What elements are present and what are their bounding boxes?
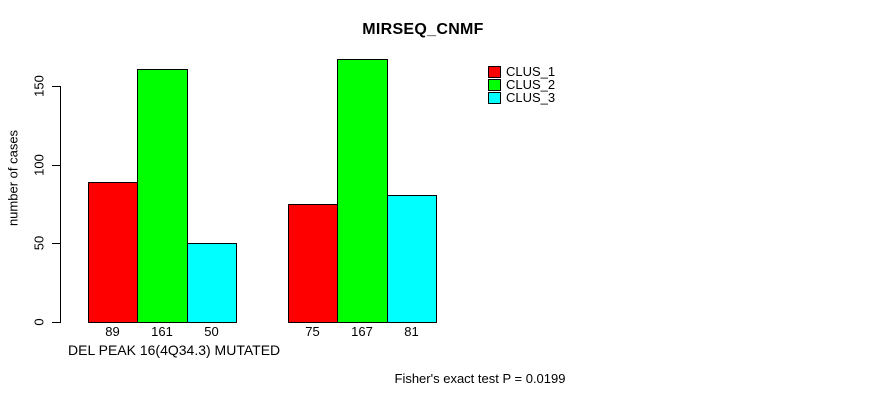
y-tick-mark <box>52 243 60 244</box>
bar-value-label: 75 <box>305 324 320 339</box>
bar-clus_2-group2 <box>337 59 388 323</box>
legend-label: CLUS_2 <box>506 77 556 92</box>
chart-title: MIRSEQ_CNMF <box>362 21 484 38</box>
bar-clus_3-group2 <box>387 195 437 323</box>
y-tick-mark <box>52 86 60 87</box>
legend-item: CLUS_1 <box>488 65 555 78</box>
legend-swatch-clus1 <box>488 65 501 78</box>
y-axis-line <box>60 86 61 323</box>
bar-clus_3-group1 <box>187 243 237 323</box>
bar-value-label: 50 <box>204 324 219 339</box>
legend-item: CLUS_2 <box>488 78 555 91</box>
y-tick-mark <box>52 322 60 323</box>
y-tick-label: 50 <box>31 235 47 251</box>
bar-clus_1-group2 <box>288 204 338 323</box>
legend-label: CLUS_1 <box>506 64 556 79</box>
y-tick-label: 0 <box>31 318 47 326</box>
bar-clus_1-group1 <box>88 182 138 323</box>
legend-swatch-clus2 <box>488 78 501 91</box>
y-axis-title: number of cases <box>5 129 21 227</box>
y-tick-label: 150 <box>31 75 47 97</box>
bar-value-label: 81 <box>404 324 419 339</box>
legend-swatch-clus3 <box>488 91 501 104</box>
legend-item: CLUS_3 <box>488 91 555 104</box>
legend-label: CLUS_3 <box>506 90 556 105</box>
legend: CLUS_1 CLUS_2 CLUS_3 <box>488 65 555 104</box>
y-tick-mark <box>52 165 60 166</box>
annotation-text: Fisher's exact test P = 0.0199 <box>394 371 566 386</box>
y-tick-label: 100 <box>31 154 47 176</box>
bar-clus_2-group1 <box>137 69 188 323</box>
bar-value-label: 167 <box>351 324 373 339</box>
bar-value-label: 89 <box>105 324 120 339</box>
x-axis-title: DEL PEAK 16(4Q34.3) MUTATED <box>68 342 281 358</box>
bar-value-label: 161 <box>151 324 173 339</box>
